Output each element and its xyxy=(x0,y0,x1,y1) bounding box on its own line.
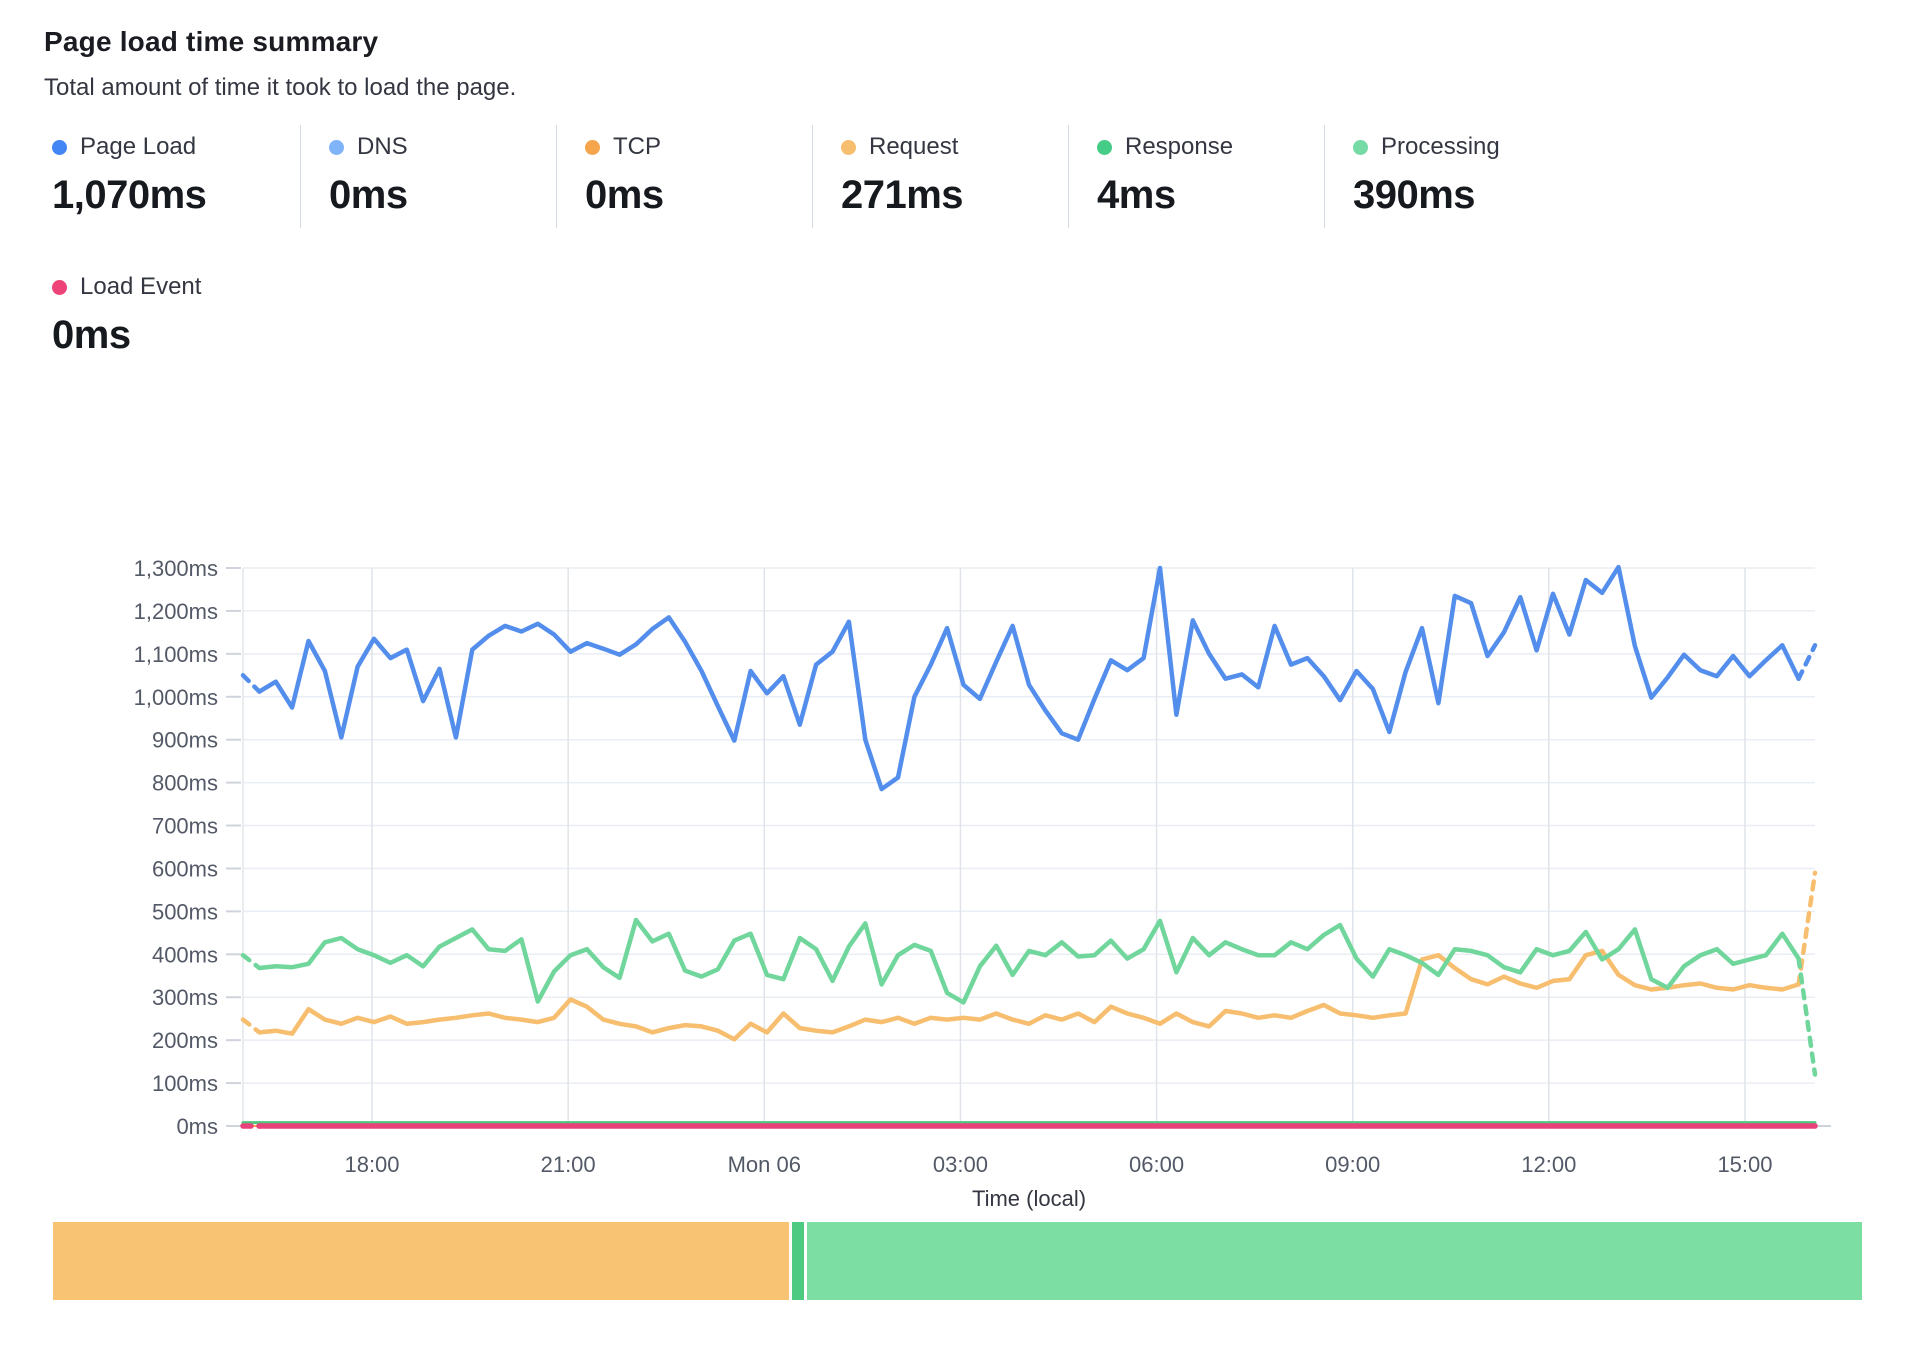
legend-dot-icon xyxy=(585,139,600,155)
legend-dot-icon xyxy=(329,139,344,155)
legend-dot-icon xyxy=(52,279,67,295)
series-line-processing xyxy=(1796,956,1818,1077)
series-line-processing xyxy=(240,952,262,971)
metric-label: TCP xyxy=(613,133,661,160)
y-axis-label: 300ms xyxy=(152,985,218,1010)
x-axis-label: 12:00 xyxy=(1521,1152,1576,1177)
series-line-page-load xyxy=(1796,643,1818,681)
y-axis-label: 100ms xyxy=(152,1071,218,1096)
y-axis-label: 1,100ms xyxy=(134,642,218,667)
x-axis-title: Time (local) xyxy=(971,1186,1087,1211)
y-axis-label: 700ms xyxy=(152,814,218,839)
y-axis-label: 800ms xyxy=(152,771,218,796)
y-axis-label: 500ms xyxy=(152,899,218,924)
metric-value: 390ms xyxy=(1353,173,1476,217)
metric-label: Load Event xyxy=(80,273,202,300)
legend-dot-icon xyxy=(841,139,856,155)
x-axis-label: 09:00 xyxy=(1325,1152,1380,1177)
breakdown-segment-processing xyxy=(807,1222,1862,1300)
x-axis-label: 21:00 xyxy=(541,1152,596,1177)
legend-dot-icon xyxy=(1097,139,1112,155)
metrics-legend-row: Page Load 1,070ms DNS 0ms TCP 0ms Request 271ms… xyxy=(44,125,1580,228)
metric-load-event: Load Event 0ms xyxy=(44,265,201,368)
y-axis-label: 0ms xyxy=(176,1114,218,1139)
load-time-breakdown-bar xyxy=(53,1222,1862,1300)
metric-value: 0ms xyxy=(52,313,131,357)
metric-label: Request xyxy=(869,133,959,160)
legend-dot-icon xyxy=(1353,139,1368,155)
metric-tcp: TCP 0ms xyxy=(556,125,812,228)
y-axis-label: 200ms xyxy=(152,1028,218,1053)
y-axis-label: 400ms xyxy=(152,942,218,967)
metric-value: 271ms xyxy=(841,173,964,217)
y-axis-label: 1,200ms xyxy=(134,599,218,624)
metric-response: Response 4ms xyxy=(1068,125,1324,228)
metric-request: Request 271ms xyxy=(812,125,1068,228)
panel-subtitle: Total amount of time it took to load the… xyxy=(44,74,517,101)
series-line-page-load xyxy=(257,564,1801,792)
metric-processing: Processing 390ms xyxy=(1324,125,1580,228)
metric-label: Processing xyxy=(1381,133,1500,160)
metrics-legend-row-2: Load Event 0ms xyxy=(44,265,201,368)
metric-value: 4ms xyxy=(1097,173,1176,217)
x-axis-label: 18:00 xyxy=(344,1152,399,1177)
metric-label: DNS xyxy=(357,133,408,160)
metric-label: Response xyxy=(1125,133,1234,160)
breakdown-segment-response xyxy=(791,1222,805,1300)
y-axis-label: 600ms xyxy=(152,856,218,881)
x-axis-label: 06:00 xyxy=(1129,1152,1184,1177)
x-axis-label: Mon 06 xyxy=(728,1152,801,1177)
metric-value: 0ms xyxy=(329,173,408,217)
series-line-processing xyxy=(257,917,1801,1005)
panel-title: Page load time summary xyxy=(44,26,379,57)
y-axis-label: 1,000ms xyxy=(134,685,218,710)
metric-value: 0ms xyxy=(585,173,664,217)
breakdown-segment-request xyxy=(53,1222,789,1300)
series-line-request xyxy=(240,1017,262,1035)
y-axis-label: 900ms xyxy=(152,728,218,753)
metric-dns: DNS 0ms xyxy=(300,125,556,228)
series-line-request xyxy=(257,948,1801,1042)
metric-value: 1,070ms xyxy=(52,173,207,217)
x-axis-label: 03:00 xyxy=(933,1152,988,1177)
metric-label: Page Load xyxy=(80,133,197,160)
series-line-page-load xyxy=(240,673,262,694)
metric-page-load: Page Load 1,070ms xyxy=(44,125,300,228)
legend-dot-icon xyxy=(52,139,67,155)
x-axis-label: 15:00 xyxy=(1717,1152,1772,1177)
y-axis-label: 1,300ms xyxy=(134,556,218,581)
